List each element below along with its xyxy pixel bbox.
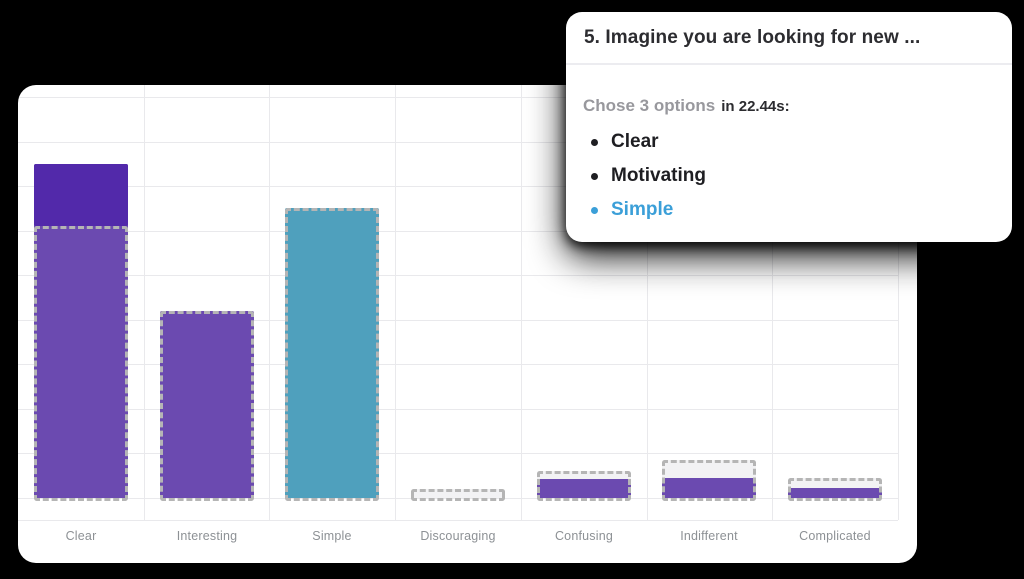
x-axis-label: Complicated xyxy=(799,529,871,543)
bar-ghost-segment xyxy=(411,489,505,498)
bar-dashed-outline xyxy=(34,226,128,501)
bar-dark-cap-segment xyxy=(34,163,128,227)
gridline-vertical xyxy=(395,85,396,520)
gridline-horizontal xyxy=(18,141,898,143)
chosen-option-label: Simple xyxy=(611,199,674,220)
gridline-horizontal xyxy=(18,97,898,99)
bar-solid-segment xyxy=(662,477,756,498)
x-axis-label: Discouraging xyxy=(420,529,496,543)
chosen-option-simple: Simple xyxy=(591,199,994,221)
answer-tooltip: 5. Imagine you are looking for new ... C… xyxy=(566,12,1012,242)
gridline-vertical xyxy=(269,85,270,520)
gridline-horizontal xyxy=(18,453,898,455)
chosen-option-clear: Clear xyxy=(591,131,994,153)
x-axis-label: Simple xyxy=(312,529,352,543)
x-axis-label: Clear xyxy=(65,529,97,543)
bar-solid-segment xyxy=(788,488,882,498)
x-axis-label: Interesting xyxy=(176,529,238,543)
gridline-horizontal xyxy=(18,364,898,366)
gridline-horizontal xyxy=(18,275,898,277)
response-time: in 22.44s: xyxy=(721,98,790,115)
chosen-option-motivating: Motivating xyxy=(591,165,994,187)
bar-solid-segment xyxy=(160,310,254,498)
gridline-vertical xyxy=(647,85,648,520)
axis-bottom-line xyxy=(18,520,898,521)
gridline-horizontal xyxy=(18,319,898,321)
bullet-icon xyxy=(591,206,598,214)
bar-dashed-outline xyxy=(285,208,379,501)
bullet-icon xyxy=(591,172,598,180)
bar-dashed-outline xyxy=(160,310,254,501)
x-axis-label: Indifferent xyxy=(680,529,738,543)
gridline-horizontal xyxy=(18,186,898,188)
gridline-vertical xyxy=(772,85,773,520)
tooltip-body: Chose 3 options in 22.44s: Clear Motivati… xyxy=(566,65,1012,221)
bar-dashed-outline xyxy=(411,489,505,501)
gridline-horizontal xyxy=(18,230,898,232)
chose-options-line: Chose 3 options in 22.44s: xyxy=(583,96,994,116)
bar-dashed-outline xyxy=(788,477,882,501)
bar-solid-segment xyxy=(285,208,379,498)
chosen-option-label: Motivating xyxy=(611,165,706,186)
bar-dashed-outline xyxy=(537,470,631,501)
bar-solid-segment xyxy=(537,478,631,498)
chosen-options-list: Clear Motivating Simple xyxy=(583,131,994,221)
bar-chart xyxy=(18,85,917,521)
chosen-option-label: Clear xyxy=(611,131,659,152)
bullet-icon xyxy=(591,138,598,146)
gridline-vertical xyxy=(144,85,145,520)
chose-options-label: Chose 3 options xyxy=(583,96,716,115)
x-axis: Clear Interesting Simple Discouraging Confus… xyxy=(18,529,917,555)
bar-dashed-outline xyxy=(662,460,756,501)
question-title: 5. Imagine you are looking for new ... xyxy=(566,12,1012,65)
gridline-horizontal xyxy=(18,408,898,410)
gridline-vertical xyxy=(898,85,899,520)
gridline-vertical xyxy=(521,85,522,520)
x-axis-label: Confusing xyxy=(554,529,614,543)
